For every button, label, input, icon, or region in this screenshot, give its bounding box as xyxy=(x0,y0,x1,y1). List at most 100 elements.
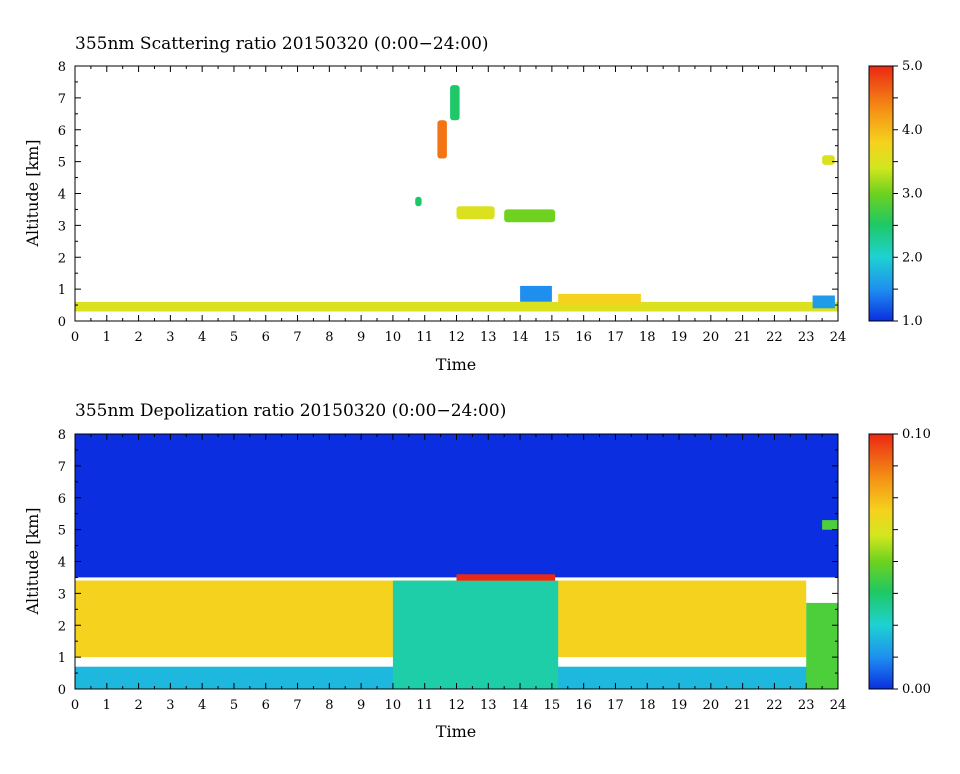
x-tick-label: 17 xyxy=(607,330,624,345)
panel-scattering: 355nm Scattering ratio 20150320 (0:00−24… xyxy=(23,34,923,374)
data-layers-depolarization xyxy=(75,434,838,689)
x-tick-label: 18 xyxy=(639,698,656,713)
y-axis-label-depolarization: Altitude [km] xyxy=(23,507,42,615)
chart-title-depolarization: 355nm Depolization ratio 20150320 (0:00−… xyxy=(75,401,506,421)
x-tick-label: 15 xyxy=(544,698,561,713)
y-tick-label: 7 xyxy=(58,460,66,475)
x-tick-label: 1 xyxy=(103,698,111,713)
data-layers-scattering xyxy=(75,85,838,312)
heatmap-cell-cloud xyxy=(822,155,835,165)
heatmap-cell-late-period xyxy=(806,602,838,689)
x-tick-label: 4 xyxy=(198,330,206,345)
x-tick-label: 0 xyxy=(71,698,79,713)
y-tick-label: 0 xyxy=(58,315,66,330)
x-tick-label: 9 xyxy=(357,698,365,713)
panel-depolarization: 355nm Depolization ratio 20150320 (0:00−… xyxy=(23,401,931,741)
y-tick-label: 7 xyxy=(58,92,66,107)
x-tick-label: 13 xyxy=(480,698,497,713)
x-tick-label: 19 xyxy=(671,330,688,345)
x-axis-label-depolarization: Time xyxy=(436,722,476,741)
y-tick-label: 0 xyxy=(58,683,66,698)
x-tick-label: 24 xyxy=(830,330,847,345)
colorbar-label: 2.0 xyxy=(902,250,923,265)
colorbar-label: 3.0 xyxy=(902,187,923,202)
y-tick-label: 2 xyxy=(58,619,66,634)
x-tick-label: 5 xyxy=(230,698,238,713)
y-tick-label: 2 xyxy=(58,251,66,266)
x-tick-label: 3 xyxy=(166,698,174,713)
x-tick-label: 3 xyxy=(166,330,174,345)
y-tick-label: 6 xyxy=(58,492,66,507)
chart-title-scattering: 355nm Scattering ratio 20150320 (0:00−24… xyxy=(75,34,489,54)
x-tick-label: 20 xyxy=(703,330,720,345)
x-tick-label: 22 xyxy=(766,698,783,713)
x-tick-label: 11 xyxy=(416,698,433,713)
x-tick-label: 6 xyxy=(262,330,270,345)
colorbar-depolarization xyxy=(868,433,894,690)
x-tick-label: 4 xyxy=(198,698,206,713)
y-axis-depolarization: 0 1 2 3 4 5 6 7 8 xyxy=(58,428,838,698)
heatmap-cell-cloud xyxy=(822,520,838,530)
x-tick-label: 10 xyxy=(385,330,402,345)
x-tick-label: 5 xyxy=(230,330,238,345)
y-axis-scattering: 0 1 2 3 4 5 6 7 8 xyxy=(58,60,838,330)
heatmap-cell-low-cloud-patch xyxy=(520,285,552,302)
x-tick-label: 13 xyxy=(480,330,497,345)
x-tick-label: 8 xyxy=(325,330,333,345)
colorbar-ticks-depolarization: 0.00 0.10 xyxy=(893,427,931,697)
y-tick-label: 1 xyxy=(58,283,66,298)
heatmap-cell-cloud xyxy=(415,196,422,207)
x-tick-label: 14 xyxy=(512,698,529,713)
x-tick-label: 17 xyxy=(607,698,624,713)
x-tick-label: 23 xyxy=(798,330,815,345)
x-tick-label: 16 xyxy=(575,330,592,345)
y-axis-label-scattering: Altitude [km] xyxy=(23,139,42,247)
y-tick-label: 8 xyxy=(58,60,66,75)
y-tick-label: 4 xyxy=(58,556,66,571)
x-axis-label-scattering: Time xyxy=(436,355,476,374)
y-tick-label: 1 xyxy=(58,651,66,666)
x-tick-label: 15 xyxy=(544,330,561,345)
y-tick-label: 5 xyxy=(58,524,66,539)
x-tick-label: 12 xyxy=(448,330,465,345)
x-tick-label: 18 xyxy=(639,330,656,345)
x-tick-label: 24 xyxy=(830,698,847,713)
x-tick-label: 20 xyxy=(703,698,720,713)
heatmap-cell-cloud xyxy=(437,120,447,159)
y-tick-label: 5 xyxy=(58,156,66,171)
x-tick-label: 7 xyxy=(293,698,301,713)
x-tick-label: 7 xyxy=(293,330,301,345)
heatmap-cell-elevated-aerosol xyxy=(558,293,641,306)
x-tick-label: 21 xyxy=(734,330,751,345)
colorbar-label: 5.0 xyxy=(902,59,923,74)
y-tick-label: 3 xyxy=(58,587,66,602)
x-tick-label: 14 xyxy=(512,330,529,345)
x-tick-label: 16 xyxy=(575,698,592,713)
heatmap-cell-boundary-layer-aerosol xyxy=(75,301,838,312)
x-tick-label: 19 xyxy=(671,698,688,713)
heatmap-cell-low-cloud-patch xyxy=(812,295,835,309)
x-tick-label: 9 xyxy=(357,330,365,345)
x-tick-label: 21 xyxy=(734,698,751,713)
heatmap-cell-free-troposphere xyxy=(75,434,838,578)
x-tick-label: 10 xyxy=(385,698,402,713)
x-axis-depolarization: 0 1 2 3 4 5 6 7 8 9 10 11 12 13 14 15 16 17 18 19 20 21 22 23 24 xyxy=(71,434,846,713)
x-axis-scattering: 0 1 2 3 4 5 6 7 8 9 10 11 12 13 14 15 16 17 18 19 20 21 22 23 24 xyxy=(71,66,846,345)
y-tick-label: 8 xyxy=(58,428,66,443)
heatmap-cell-cloud-period xyxy=(392,580,559,689)
colorbar-scattering xyxy=(868,65,894,322)
heatmap-cell-cloud xyxy=(450,85,460,121)
x-tick-label: 12 xyxy=(448,698,465,713)
x-tick-label: 0 xyxy=(71,330,79,345)
y-tick-label: 3 xyxy=(58,219,66,234)
x-tick-label: 1 xyxy=(103,330,111,345)
x-tick-label: 2 xyxy=(134,330,142,345)
x-tick-label: 11 xyxy=(416,330,433,345)
colorbar-ticks-scattering: 1.0 2.0 3.0 4.0 5.0 xyxy=(893,59,923,329)
x-tick-label: 6 xyxy=(262,698,270,713)
heatmap-cell-cloud-layer xyxy=(456,574,556,581)
x-tick-label: 23 xyxy=(798,698,815,713)
colorbar-label: 1.0 xyxy=(902,314,923,329)
y-tick-label: 6 xyxy=(58,124,66,139)
